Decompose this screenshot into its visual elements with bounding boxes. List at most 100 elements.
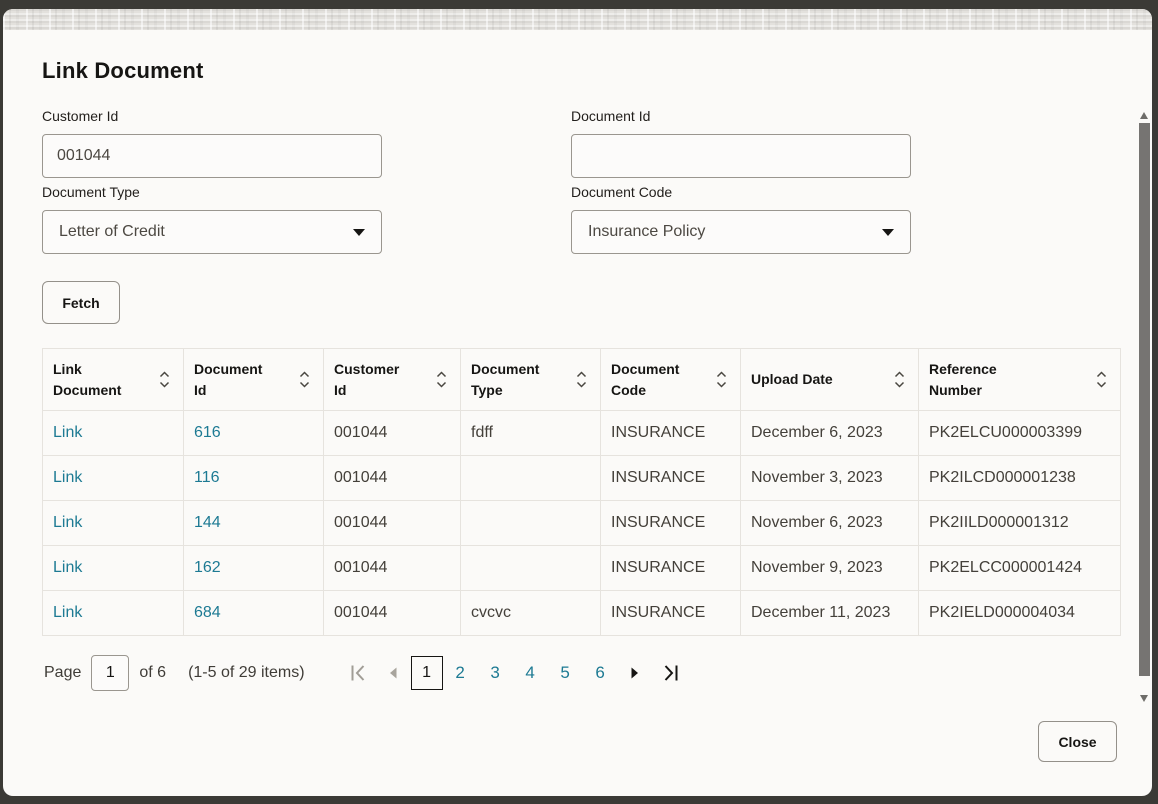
column-header-upload-date[interactable]: Upload Date <box>741 349 919 411</box>
close-button[interactable]: Close <box>1038 721 1117 762</box>
upload-date-cell: November 6, 2023 <box>741 501 919 546</box>
document-type-cell: cvcvc <box>461 591 601 636</box>
page-link-2[interactable]: 2 <box>455 663 465 682</box>
document-type-cell <box>461 501 601 546</box>
document-type-cell <box>461 546 601 591</box>
reference-number-cell: PK2ILCD000001238 <box>919 456 1121 501</box>
table-row: Link 116 001044 INSURANCE November 3, 20… <box>43 456 1121 501</box>
vertical-scrollbar[interactable] <box>1138 108 1151 706</box>
document-type-cell: fdff <box>461 411 601 456</box>
link-action[interactable]: Link <box>53 424 83 441</box>
customer-id-cell: 001044 <box>324 456 461 501</box>
sort-icon[interactable] <box>576 370 587 389</box>
previous-page-icon <box>390 667 397 679</box>
next-page-button[interactable] <box>618 655 653 691</box>
previous-page-button[interactable] <box>376 655 411 691</box>
document-code-cell: INSURANCE <box>601 546 741 591</box>
pagination-bar: Page of 6 (1-5 of 29 items) 1 2 3 4 5 6 <box>44 653 688 693</box>
column-header-document-type[interactable]: Document Type <box>461 349 601 411</box>
document-id-cell: 616 <box>184 411 324 456</box>
sort-icon[interactable] <box>716 370 727 389</box>
document-id-link[interactable]: 684 <box>194 604 221 621</box>
column-header-reference-number[interactable]: Reference Number <box>919 349 1121 411</box>
table-row: Link 616 001044 fdff INSURANCE December … <box>43 411 1121 456</box>
page-number-input[interactable] <box>91 655 130 691</box>
link-cell: Link <box>43 456 184 501</box>
document-code-cell: INSURANCE <box>601 591 741 636</box>
document-id-link[interactable]: 616 <box>194 424 221 441</box>
sort-icon[interactable] <box>159 370 170 389</box>
customer-id-cell: 001044 <box>324 546 461 591</box>
document-type-select[interactable]: Letter of Credit <box>42 210 382 254</box>
link-cell: Link <box>43 591 184 636</box>
table-row: Link 684 001044 cvcvc INSURANCE December… <box>43 591 1121 636</box>
column-header-document-code[interactable]: Document Code <box>601 349 741 411</box>
document-id-cell: 116 <box>184 456 324 501</box>
table-row: Link 144 001044 INSURANCE November 6, 20… <box>43 501 1121 546</box>
document-type-cell <box>461 456 601 501</box>
link-action[interactable]: Link <box>53 559 83 576</box>
items-count-label: (1-5 of 29 items) <box>188 664 305 681</box>
pager-controls: 1 2 3 4 5 6 <box>341 655 688 691</box>
column-header-document-id[interactable]: Document Id <box>184 349 324 411</box>
first-page-icon <box>351 665 364 681</box>
scroll-down-icon[interactable] <box>1140 695 1148 702</box>
document-code-value: Insurance Policy <box>588 223 706 240</box>
link-action[interactable]: Link <box>53 514 83 531</box>
sort-icon[interactable] <box>299 370 310 389</box>
upload-date-cell: November 3, 2023 <box>741 456 919 501</box>
document-id-label: Document Id <box>571 108 651 124</box>
document-code-cell: INSURANCE <box>601 501 741 546</box>
document-code-cell: INSURANCE <box>601 456 741 501</box>
document-id-field[interactable] <box>571 134 911 178</box>
document-id-cell: 144 <box>184 501 324 546</box>
chevron-down-icon <box>353 228 365 236</box>
reference-number-cell: PK2IELD000004034 <box>919 591 1121 636</box>
upload-date-cell: December 11, 2023 <box>741 591 919 636</box>
customer-id-cell: 001044 <box>324 501 461 546</box>
page-link-4[interactable]: 4 <box>525 663 535 682</box>
link-document-modal: Link Document Customer Id Document Id Do… <box>3 9 1152 796</box>
page-link-3[interactable]: 3 <box>490 663 500 682</box>
document-id-link[interactable]: 116 <box>194 469 220 486</box>
current-page-indicator[interactable]: 1 <box>410 656 443 690</box>
table-row: Link 162 001044 INSURANCE November 9, 20… <box>43 546 1121 591</box>
customer-id-field[interactable] <box>42 134 382 178</box>
reference-number-cell: PK2IILD000001312 <box>919 501 1121 546</box>
document-type-value: Letter of Credit <box>59 223 165 240</box>
sort-icon[interactable] <box>1096 370 1107 389</box>
column-header-link-document[interactable]: Link Document <box>43 349 184 411</box>
document-id-link[interactable]: 144 <box>194 514 221 531</box>
column-header-customer-id[interactable]: Customer Id <box>324 349 461 411</box>
customer-id-cell: 001044 <box>324 411 461 456</box>
sort-icon[interactable] <box>894 370 905 389</box>
link-action[interactable]: Link <box>53 604 83 621</box>
next-page-icon <box>631 667 639 679</box>
scroll-up-icon[interactable] <box>1140 112 1148 119</box>
modal-top-texture <box>3 9 1152 30</box>
last-page-icon <box>664 665 678 681</box>
document-code-select[interactable]: Insurance Policy <box>571 210 911 254</box>
document-id-link[interactable]: 162 <box>194 559 221 576</box>
scrollbar-thumb[interactable] <box>1139 123 1150 676</box>
link-cell: Link <box>43 501 184 546</box>
document-id-cell: 684 <box>184 591 324 636</box>
chevron-down-icon <box>882 228 894 236</box>
last-page-button[interactable] <box>653 655 688 691</box>
reference-number-cell: PK2ELCC000001424 <box>919 546 1121 591</box>
page-link-5[interactable]: 5 <box>560 663 570 682</box>
sort-icon[interactable] <box>436 370 447 389</box>
document-type-label: Document Type <box>42 184 140 200</box>
link-action[interactable]: Link <box>53 469 83 486</box>
first-page-button[interactable] <box>341 655 376 691</box>
customer-id-label: Customer Id <box>42 108 119 124</box>
fetch-button[interactable]: Fetch <box>42 281 120 324</box>
documents-table: Link Document Document Id Customer Id Do… <box>42 348 1121 636</box>
page-label: Page <box>44 664 82 681</box>
page-title: Link Document <box>42 58 204 83</box>
table-header-row: Link Document Document Id Customer Id Do… <box>43 349 1121 411</box>
reference-number-cell: PK2ELCU000003399 <box>919 411 1121 456</box>
page-link-6[interactable]: 6 <box>595 663 605 682</box>
customer-id-cell: 001044 <box>324 591 461 636</box>
